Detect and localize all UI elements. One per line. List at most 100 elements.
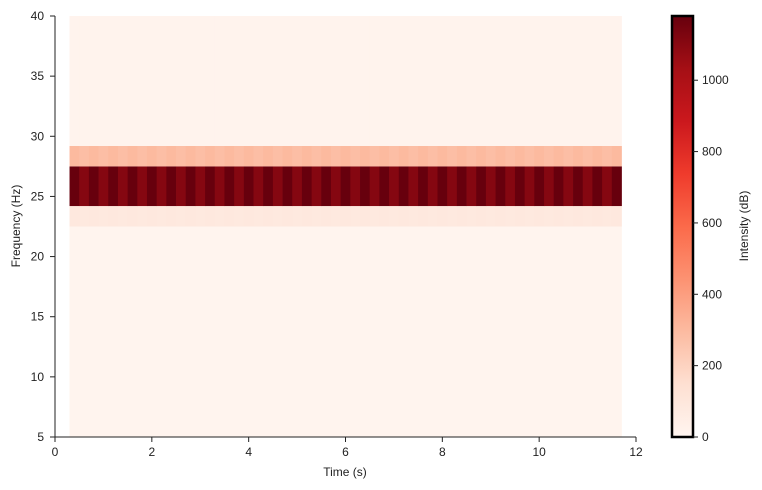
heatmap-cell [437, 16, 448, 146]
heatmap-cell [495, 145, 506, 167]
heatmap-cell [69, 226, 80, 437]
heatmap-cell [205, 206, 216, 227]
heatmap-cell [311, 166, 322, 207]
heatmap-cell [243, 145, 254, 167]
heatmap-cell [592, 145, 603, 167]
heatmap-cell [360, 145, 371, 167]
heatmap-cell [234, 226, 245, 437]
y-axis: 5 10 15 20 25 30 35 40 Frequency (Hz) [9, 9, 56, 444]
heatmap-cell [205, 145, 216, 167]
heatmap-cell [602, 206, 613, 227]
heatmap-cell [224, 16, 235, 146]
heatmap-cell [369, 16, 380, 146]
heatmap-cell [311, 16, 322, 146]
heatmap-cell [224, 145, 235, 167]
heatmap-cell [146, 16, 158, 146]
heatmap-cell [456, 206, 467, 227]
heatmap-cell [602, 145, 613, 167]
heatmap-cell [185, 206, 196, 227]
heatmap-cell [98, 206, 109, 227]
heatmap-cell [282, 16, 293, 146]
heatmap-cell [98, 166, 109, 207]
heatmap-cell [321, 16, 332, 146]
heatmap-cell [456, 226, 467, 437]
heatmap-cell [301, 226, 312, 437]
heatmap-cell [321, 226, 332, 437]
heatmap-cell [418, 206, 429, 227]
heatmap-cell [408, 206, 419, 227]
y-tick-label: 25 [31, 189, 45, 203]
heatmap-cell [166, 166, 177, 207]
heatmap-cell [117, 166, 129, 207]
heatmap-cell [340, 166, 351, 207]
heatmap-cell [505, 16, 516, 146]
heatmap-cell [602, 166, 613, 207]
heatmap-cell [79, 206, 90, 227]
heatmap-cell [156, 16, 167, 146]
heatmap-cell [79, 166, 90, 207]
heatmap-cell [534, 226, 545, 437]
heatmap-cell [127, 206, 138, 227]
heatmap-cell [330, 226, 342, 437]
heatmap-cell [582, 166, 593, 207]
heatmap-cell [350, 166, 361, 207]
heatmap-cell [108, 226, 119, 437]
heatmap-cell [282, 166, 293, 207]
heatmap-cell [582, 206, 593, 227]
heatmap-cell [611, 145, 622, 167]
heatmap-cell [340, 145, 351, 167]
heatmap-cell [137, 166, 148, 207]
heatmap-cell [234, 166, 245, 207]
heatmap-cell [418, 16, 429, 146]
heatmap-cell [447, 226, 458, 437]
heatmap-cell [156, 145, 167, 167]
heatmap-cell [272, 206, 283, 227]
heatmap-cell [205, 226, 216, 437]
heatmap-cell [301, 145, 312, 167]
heatmap-cell [447, 145, 458, 167]
heatmap-cell [234, 206, 245, 227]
heatmap-cell [573, 145, 584, 167]
heatmap-cell [563, 145, 574, 167]
heatmap-cell [398, 226, 409, 437]
heatmap-cell [544, 226, 555, 437]
x-tick-label: 8 [439, 445, 446, 459]
heatmap-cell [205, 166, 216, 207]
heatmap-cell [272, 145, 283, 167]
heatmap-cell [137, 206, 148, 227]
heatmap-cell [88, 226, 99, 437]
heatmap-cell [88, 166, 99, 207]
colorbar-tick-label: 400 [702, 287, 722, 301]
heatmap-cell [524, 145, 535, 167]
heatmap-cell [253, 145, 264, 167]
heatmap-cell [224, 226, 235, 437]
heatmap-cell [360, 206, 371, 227]
heatmap-cell [418, 145, 429, 167]
colorbar-ticks: 0 200 400 600 800 1000 [693, 73, 729, 444]
heatmap-cell [79, 16, 90, 146]
heatmap-cell [466, 16, 477, 146]
heatmap-cell [214, 226, 225, 437]
heatmap-cell [263, 145, 274, 167]
heatmap-cell [534, 206, 545, 227]
heatmap-cell [418, 166, 429, 207]
heatmap-cell [243, 16, 254, 146]
heatmap-cell [69, 206, 80, 227]
y-ticks: 5 10 15 20 25 30 35 40 [31, 9, 55, 444]
heatmap-cell [592, 226, 603, 437]
x-tick-label: 10 [532, 445, 546, 459]
heatmap-cell [592, 166, 603, 207]
heatmap-cell [544, 16, 555, 146]
heatmap-cell [592, 206, 603, 227]
heatmap-cell [166, 16, 177, 146]
heatmap-cell [534, 16, 545, 146]
heatmap-cell [437, 145, 448, 167]
heatmap-cell [553, 16, 564, 146]
x-tick-label: 2 [148, 445, 155, 459]
heatmap-cell [437, 166, 448, 207]
heatmap-cell [466, 145, 477, 167]
heatmap-cell [117, 206, 129, 227]
heatmap-cell [398, 145, 409, 167]
heatmap-cell [456, 16, 467, 146]
heatmap-cell [563, 226, 574, 437]
